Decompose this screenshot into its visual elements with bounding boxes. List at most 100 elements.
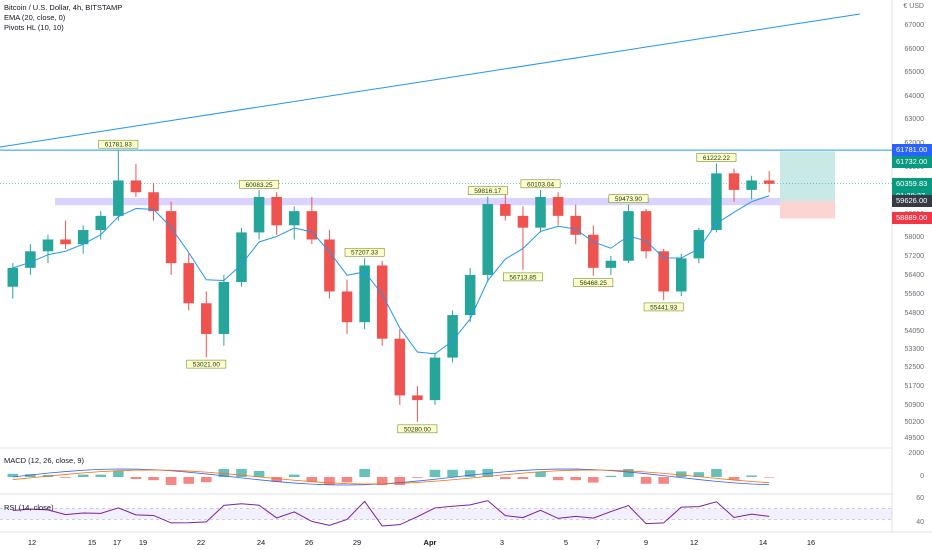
candle-body (113, 180, 124, 216)
macd-histogram-bar (288, 474, 300, 477)
pivot-label: 59816.17 (474, 188, 501, 195)
price-tag: 61781.00 (892, 144, 932, 157)
price-tick: 50200 (904, 418, 924, 426)
macd-histogram-bar (306, 477, 318, 482)
macd-histogram-bar (201, 477, 212, 483)
macd-histogram-bar (640, 477, 652, 484)
macd-tick-2000: 2000 (908, 450, 924, 457)
pivot-label: 61781.83 (105, 142, 132, 149)
candle-body (376, 265, 388, 339)
macd-histogram-bar (746, 475, 757, 477)
candle-body (746, 180, 757, 190)
macd-histogram-bar (25, 474, 36, 477)
candle-body (517, 215, 529, 228)
pivot-label-box (520, 179, 561, 189)
pivot-label-box (98, 139, 139, 149)
candle-body (271, 196, 282, 226)
macd-histogram-bar (711, 469, 722, 477)
candle-body (42, 239, 54, 252)
price-tick: 52500 (904, 364, 924, 372)
price-tick: 58000 (904, 234, 924, 242)
price-tick: 51700 (904, 383, 924, 391)
candle-body (711, 173, 722, 231)
macd-histogram-bar (113, 471, 124, 477)
macd-histogram-bar (605, 475, 617, 477)
price-tick: 49500 (904, 435, 924, 443)
pivot-label: 61222.22 (703, 155, 730, 162)
price-tick: 55600 (904, 291, 924, 299)
macd-histogram-bar (341, 477, 353, 483)
price-tag: 59626.00 (892, 195, 932, 208)
candles (7, 150, 775, 422)
pivot-label-box (696, 153, 737, 162)
pivot-label-box (239, 180, 279, 189)
rsi-pane (0, 500, 892, 527)
time-tick: 22 (196, 538, 206, 547)
candle-body (341, 291, 353, 323)
time-tick: 26 (304, 538, 314, 547)
time-tick: 7 (595, 538, 601, 547)
grid (0, 0, 932, 533)
time-tick: 15 (87, 538, 97, 547)
pivot-label: 55441.93 (650, 304, 677, 311)
time-tick: 12 (689, 538, 699, 547)
pivots-legend[interactable]: Pivots HL (10, 10) (4, 23, 64, 32)
rsi-line (12, 500, 770, 527)
ema-legend[interactable]: EMA (20, close, 0) (4, 13, 66, 22)
long-position-tool[interactable] (780, 151, 835, 219)
macd-histogram-bar (236, 469, 247, 477)
macd-histogram-bar (623, 469, 634, 477)
macd-histogram-bar (412, 477, 423, 478)
macd-histogram-bar (763, 477, 775, 478)
candle-body (675, 258, 687, 292)
candle-body (464, 274, 476, 316)
rising-trendline (0, 13, 861, 148)
macd-histogram-bar (183, 477, 194, 484)
candle-body (500, 204, 511, 216)
macd-histogram-bar (130, 477, 142, 479)
currency-label[interactable]: € USD (903, 3, 924, 10)
time-tick: 16 (806, 538, 816, 547)
candle-body (148, 192, 159, 212)
candle-body (605, 260, 617, 268)
price-tick: 67000 (904, 21, 924, 29)
macd-histogram-bar (77, 474, 89, 477)
price-tick: 56400 (904, 272, 924, 280)
candle-body (588, 234, 599, 268)
macd-pane (7, 468, 775, 486)
macd-histogram-bar (324, 477, 335, 485)
macd-line (12, 468, 770, 486)
support-zone (55, 197, 780, 206)
price-tag: 58889.00 (892, 212, 932, 225)
ema-line (12, 195, 770, 355)
macd-histogram-bar (693, 472, 705, 477)
price-tick: 54800 (904, 310, 924, 318)
macd-histogram-bar (394, 477, 406, 485)
candle-body (394, 338, 406, 396)
macd-legend[interactable]: MACD (12, 26, close, 9) (4, 456, 85, 465)
macd-histogram-bar (447, 469, 458, 477)
macd-histogram-bar (728, 477, 740, 480)
candle-body (218, 282, 230, 334)
candle-body (640, 211, 652, 252)
rsi-tick-40: 40 (916, 519, 924, 526)
support-band (55, 197, 780, 206)
pivot-label-box (608, 194, 649, 203)
time-tick: 19 (138, 538, 148, 547)
pivot-label-box (397, 424, 438, 434)
macd-histogram-bar (588, 477, 599, 483)
rsi-legend[interactable]: RSI (14, close) (4, 503, 54, 512)
candle-body (324, 239, 335, 292)
price-tick: 53300 (904, 345, 924, 353)
candle-body (165, 211, 177, 264)
pivot-labels: 61781.83 60083.25 57207.33 53021.00 50280.00… (98, 139, 737, 434)
macd-histogram-bar (464, 470, 476, 477)
macd-histogram-bar (95, 474, 107, 477)
macd-histogram-bar (271, 477, 282, 482)
macd-histogram-bar (253, 471, 265, 477)
price-tick: 64000 (904, 92, 924, 100)
candle-body (25, 251, 36, 268)
candle-body (429, 357, 441, 401)
candle-body (7, 267, 19, 287)
